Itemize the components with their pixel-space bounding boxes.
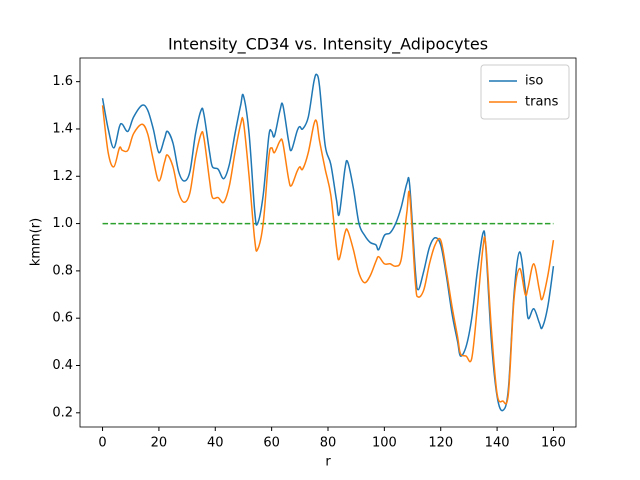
y-axis-label: kmm(r): [29, 218, 44, 266]
data-line: [101, 105, 555, 405]
y-tick-label: 1.0: [52, 216, 73, 231]
plot-frame: [79, 57, 577, 428]
x-tick-label: 160: [541, 436, 566, 451]
x-tick-label: 40: [207, 436, 224, 451]
x-tick-label: 20: [151, 436, 168, 451]
y-tick-label: 0.6: [52, 311, 73, 326]
legend-box: [480, 64, 570, 120]
x-tick-label: 80: [320, 436, 337, 451]
y-tick-label: 1.2: [52, 169, 73, 184]
y-tick-label: 0.2: [52, 405, 73, 420]
y-tick-label: 1.4: [52, 121, 73, 136]
x-tick-label: 0: [98, 436, 106, 451]
y-tick-label: 0.4: [52, 358, 73, 373]
x-axis-label: r: [325, 455, 331, 470]
legend-label: iso: [525, 74, 543, 89]
y-tick-label: 0.8: [52, 263, 73, 278]
x-tick-label: 100: [372, 436, 397, 451]
y-tick-label: 1.6: [52, 74, 73, 89]
data-line: [101, 73, 555, 412]
chart-title: Intensity_CD34 vs. Intensity_Adipocytes: [168, 35, 488, 55]
legend-label: trans: [525, 95, 559, 110]
x-tick-label: 140: [485, 436, 510, 451]
x-tick-label: 120: [428, 436, 453, 451]
x-tick-label: 60: [263, 436, 280, 451]
